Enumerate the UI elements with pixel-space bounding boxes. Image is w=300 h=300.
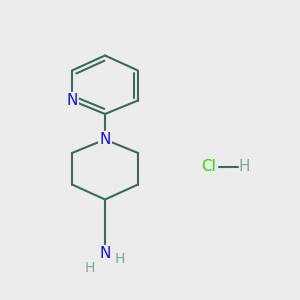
Text: N: N [66,93,78,108]
Text: H: H [239,159,250,174]
Text: H: H [85,261,95,274]
Text: Cl: Cl [201,159,216,174]
Text: N: N [99,246,111,261]
Text: H: H [115,252,125,266]
Text: N: N [99,132,111,147]
